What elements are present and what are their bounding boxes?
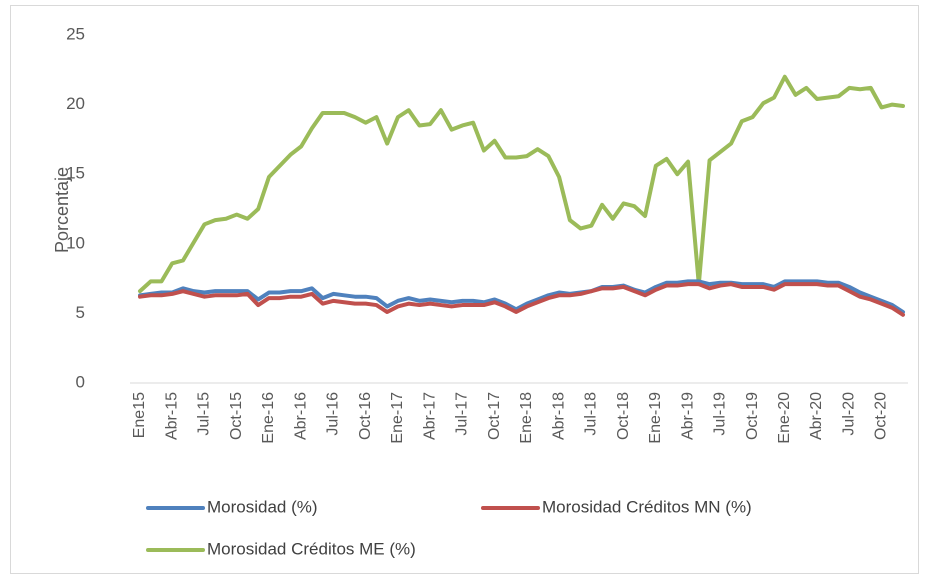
y-tick-label: 20 — [66, 94, 85, 113]
y-tick-label: 0 — [76, 372, 85, 391]
x-tick-label: Ene-19 — [647, 392, 664, 444]
x-tick-label: Abr-20 — [808, 392, 825, 440]
series-line — [138, 282, 905, 317]
y-tick-label: 5 — [76, 303, 85, 322]
x-tick-label: Abr-19 — [679, 392, 696, 440]
series-line — [138, 74, 905, 294]
x-tick-label: Oct-20 — [873, 392, 890, 440]
y-tick-label: 10 — [66, 233, 85, 252]
y-tick-label: 15 — [66, 164, 85, 183]
x-tick-label: Ene-17 — [389, 392, 406, 444]
x-tick-label: Ene-16 — [260, 392, 277, 444]
x-tick-label: Oct-18 — [615, 392, 632, 440]
x-tick-label: Oct-15 — [228, 392, 245, 440]
x-tick-label: Jul-15 — [196, 392, 213, 436]
x-tick-label: Jul-20 — [840, 392, 857, 436]
legend-label: Morosidad Créditos ME (%) — [207, 539, 416, 558]
x-tick-label: Oct-16 — [357, 392, 374, 440]
legend-label: Morosidad Créditos MN (%) — [542, 497, 752, 516]
x-tick-label: Jul-19 — [712, 392, 729, 436]
x-tick-label: Oct-19 — [744, 392, 761, 440]
y-tick-label: 25 — [66, 24, 85, 43]
x-tick-label: Ene-18 — [518, 392, 535, 444]
x-tick-label: Oct-17 — [486, 392, 503, 440]
x-tick-label: Jul-16 — [325, 392, 342, 436]
x-tick-label: Jul-17 — [454, 392, 471, 436]
legend-label: Morosidad (%) — [207, 497, 318, 516]
series-line — [138, 279, 905, 315]
legend: Morosidad (%) Morosidad Créditos MN (%) Mo… — [146, 497, 752, 558]
x-tick-label: Abr-16 — [292, 392, 309, 440]
x-tick-label: Abr-17 — [421, 392, 438, 440]
y-axis-title: Porcentaje — [52, 167, 72, 253]
x-tick-label: Jul-18 — [583, 392, 600, 436]
x-tick-label: Abr-15 — [163, 392, 180, 440]
x-tick-label: Abr-18 — [550, 392, 567, 440]
chart-border — [10, 5, 919, 574]
x-tick-label: Ene-20 — [776, 392, 793, 444]
x-tick-label: Ene15 — [131, 392, 148, 438]
